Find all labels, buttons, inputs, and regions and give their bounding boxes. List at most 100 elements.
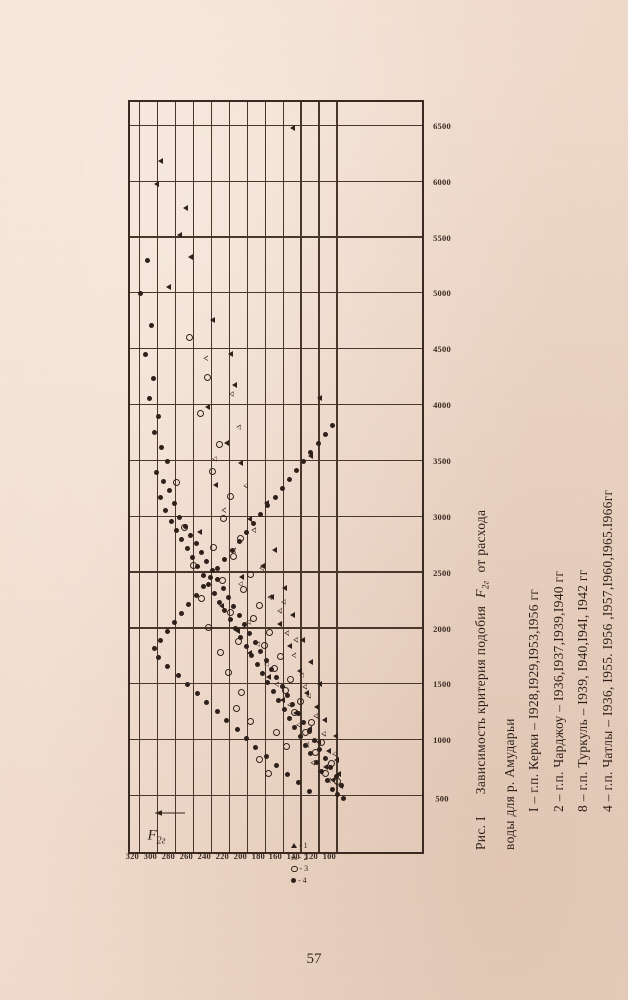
data-point-series-4	[225, 595, 231, 601]
data-point-series-4	[164, 664, 170, 670]
data-point-series-4	[215, 709, 221, 715]
data-point-series-3	[172, 479, 180, 487]
data-point-series-4	[157, 637, 163, 643]
x-tick-label: 5000	[433, 288, 451, 299]
data-point-series-1	[157, 158, 163, 165]
caption-symbol: F2г	[473, 580, 491, 598]
data-point-series-4	[243, 735, 249, 741]
data-point-series-4	[333, 773, 339, 779]
data-point-series-2	[277, 608, 282, 614]
data-point-series-4	[285, 693, 291, 699]
data-point-series-3	[272, 729, 280, 737]
data-point-series-4	[172, 619, 177, 625]
data-point-series-4	[322, 756, 328, 761]
data-point-series-2	[321, 730, 326, 736]
gridline-horizontal	[282, 102, 284, 852]
data-point-series-3	[216, 649, 224, 656]
plot-legend: - 1 - 2 - 3- 4	[291, 840, 309, 886]
data-point-series-4	[175, 673, 181, 679]
data-point-series-1	[209, 317, 215, 324]
data-point-series-3	[256, 602, 264, 610]
x-tick-label: 5500	[433, 232, 451, 243]
data-point-series-2	[212, 456, 217, 462]
data-point-series-4	[286, 476, 292, 482]
data-point-series-4	[306, 729, 312, 735]
data-point-series-4	[188, 532, 194, 538]
data-point-series-4	[231, 604, 237, 610]
data-point-series-3	[229, 552, 237, 560]
data-point-series-4	[207, 575, 213, 580]
data-point-series-2	[306, 692, 311, 698]
data-point-series-4	[234, 726, 240, 732]
data-point-series-4	[290, 702, 296, 708]
data-point-series-4	[179, 610, 185, 616]
data-point-series-3	[246, 570, 254, 578]
data-point-series-1	[239, 574, 245, 580]
gridline-vertical	[130, 180, 422, 182]
data-point-series-4	[195, 691, 201, 697]
data-point-series-2	[243, 482, 248, 488]
data-point-series-1	[286, 643, 292, 650]
data-point-series-4	[193, 541, 199, 547]
y-axis-title: F2г	[147, 827, 166, 847]
y-tick-label: 320	[125, 851, 139, 861]
data-point-series-3	[209, 544, 217, 551]
data-point-series-3	[247, 718, 255, 726]
figure-caption: Рис. I Зависимость критерия подобия F2г …	[473, 110, 625, 850]
data-point-series-4	[184, 546, 190, 551]
data-point-series-4	[242, 621, 247, 627]
gridline-horizontal	[300, 102, 302, 852]
data-point-series-1	[277, 620, 282, 627]
data-point-series-4	[268, 666, 274, 672]
data-point-series-4	[251, 521, 256, 527]
data-point-series-4	[211, 590, 217, 596]
data-point-series-1	[326, 748, 332, 755]
data-point-series-4	[204, 559, 210, 565]
data-point-series-4	[229, 548, 235, 554]
y-axis-arrow-icon	[153, 804, 187, 822]
data-point-series-4	[158, 445, 164, 451]
data-point-series-2	[251, 527, 256, 533]
data-point-series-4	[150, 376, 156, 382]
data-point-series-4	[297, 733, 303, 739]
data-point-series-3	[197, 409, 205, 417]
data-point-series-4	[252, 639, 258, 645]
data-point-series-4	[199, 550, 204, 556]
data-point-series-1	[154, 180, 160, 187]
gridline-horizontal	[156, 102, 159, 852]
data-point-series-3	[198, 595, 206, 603]
data-point-series-4	[164, 628, 170, 634]
data-point-series-4	[216, 599, 222, 605]
data-point-series-2	[313, 713, 318, 719]
data-point-series-4	[340, 796, 346, 802]
data-point-series-2	[281, 599, 286, 605]
data-point-series-4	[292, 724, 298, 730]
data-point-series-4	[179, 537, 185, 542]
data-point-series-3	[226, 492, 234, 500]
x-tick-label: 6000	[433, 176, 451, 187]
data-point-series-1	[197, 529, 203, 536]
data-point-series-4	[286, 715, 292, 721]
data-point-series-4	[285, 771, 291, 777]
data-point-series-3	[225, 669, 232, 677]
data-point-series-4	[215, 566, 221, 572]
gridline-vertical	[130, 292, 422, 294]
gridline-horizontal	[264, 102, 266, 852]
data-point-series-2	[221, 507, 226, 513]
data-point-series-4	[270, 688, 276, 694]
data-point-series-4	[173, 528, 179, 534]
data-point-series-4	[322, 432, 328, 437]
figure-rotated-stage: 500 1000 1500 2000 2500 3000 3500 4000 4500 5000 5…	[114, 90, 615, 910]
data-point-series-2	[259, 565, 264, 571]
data-point-series-4	[258, 648, 264, 654]
x-tick-label: 3500	[433, 456, 451, 467]
x-tick-label: 3000	[433, 511, 451, 522]
data-point-series-2	[229, 391, 234, 397]
data-point-series-4	[172, 501, 177, 507]
data-point-series-4	[301, 720, 307, 726]
caption-line-2: воды для р. Амударьи	[501, 718, 517, 850]
plot-frame: 500 1000 1500 2000 2500 3000 3500 4000 4500 5000 5…	[126, 100, 451, 885]
data-point-series-4	[272, 494, 278, 500]
data-point-series-2	[332, 751, 337, 757]
